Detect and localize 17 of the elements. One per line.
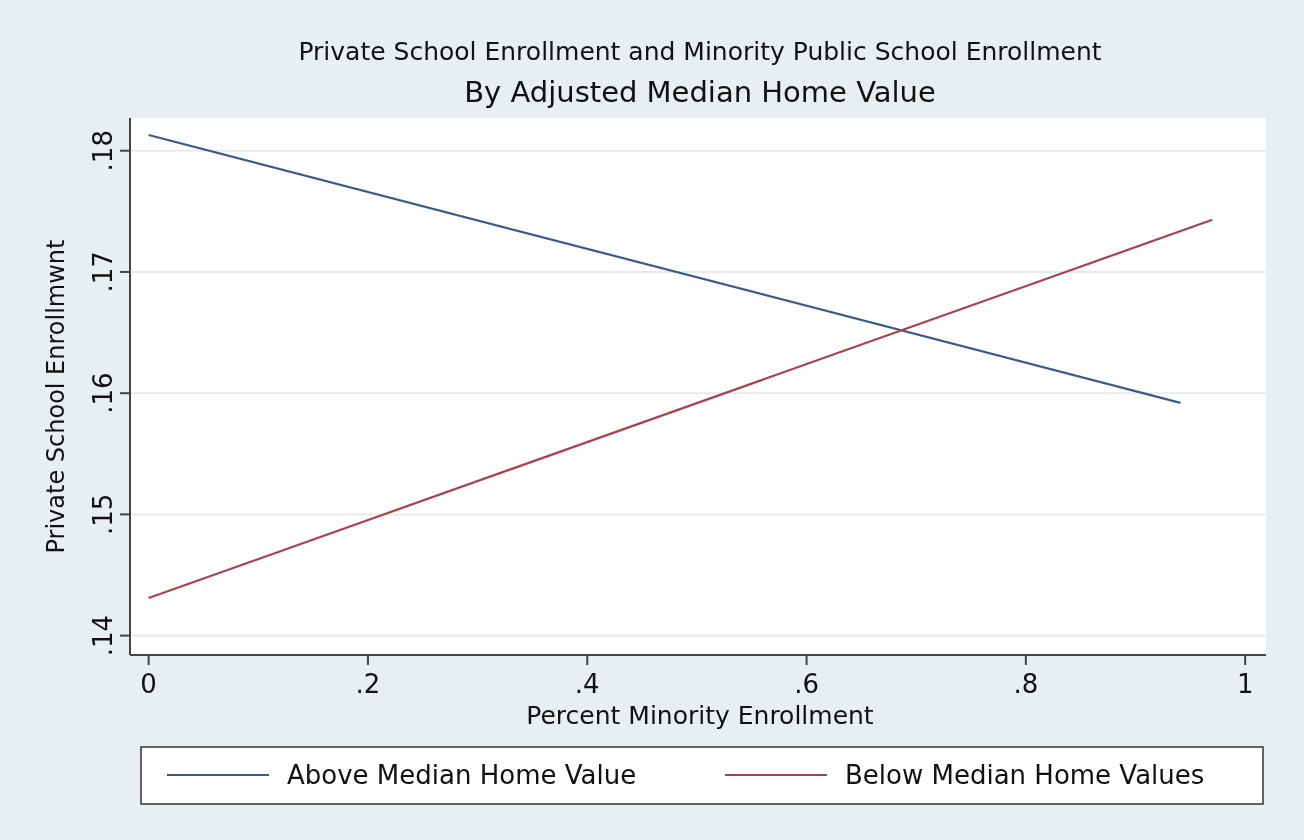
x-tick-label: .4 bbox=[574, 669, 600, 699]
legend-label: Below Median Home Values bbox=[845, 760, 1205, 790]
chart-title: Private School Enrollment and Minority Public School Enrollment bbox=[298, 37, 1102, 66]
y-tick-label: .17 bbox=[88, 251, 118, 293]
x-tick-label: .2 bbox=[355, 669, 381, 699]
y-axis-title: Private School Enrollmwnt bbox=[42, 239, 70, 554]
y-tick-label: .18 bbox=[88, 130, 118, 172]
x-tick-label: 0 bbox=[140, 669, 157, 699]
x-tick-label: 1 bbox=[1236, 669, 1254, 699]
chart-subtitle: By Adjusted Median Home Value bbox=[464, 75, 936, 109]
y-tick-label: .15 bbox=[88, 493, 118, 536]
x-axis-title: Percent Minority Enrollment bbox=[526, 701, 874, 730]
x-tick-label: .6 bbox=[794, 669, 819, 699]
y-tick-label: .16 bbox=[88, 372, 118, 414]
y-tick-label: .14 bbox=[88, 614, 118, 657]
x-tick-label: .8 bbox=[1013, 669, 1039, 699]
legend-label: Above Median Home Value bbox=[287, 760, 637, 790]
